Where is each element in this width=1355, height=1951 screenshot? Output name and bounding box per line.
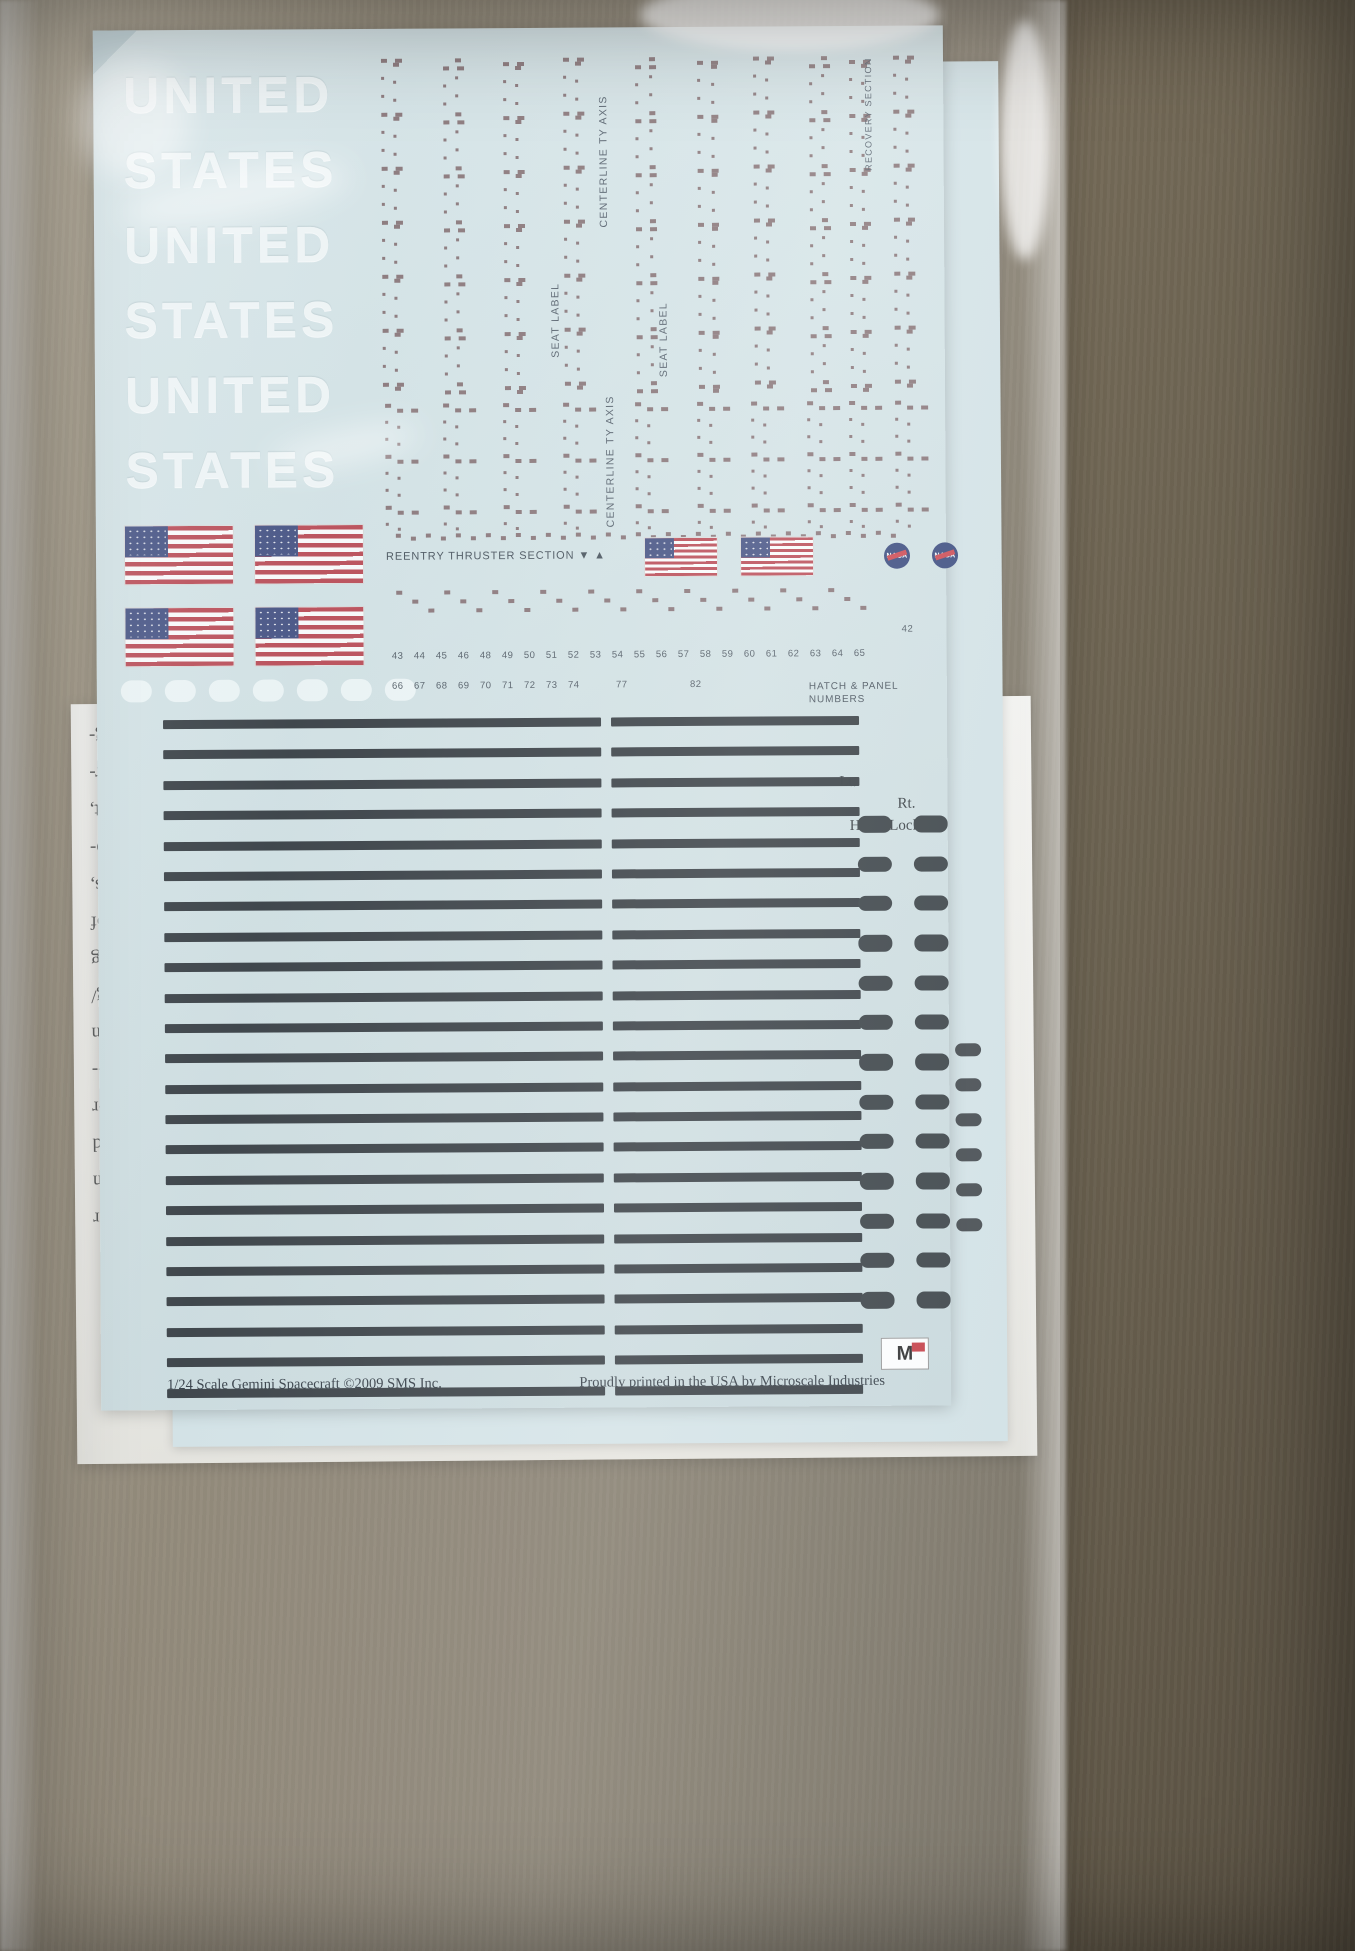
bag-fold-right <box>1020 0 1066 1951</box>
polybag-overlay <box>0 0 1066 1951</box>
bag-fold-left <box>0 0 40 1951</box>
